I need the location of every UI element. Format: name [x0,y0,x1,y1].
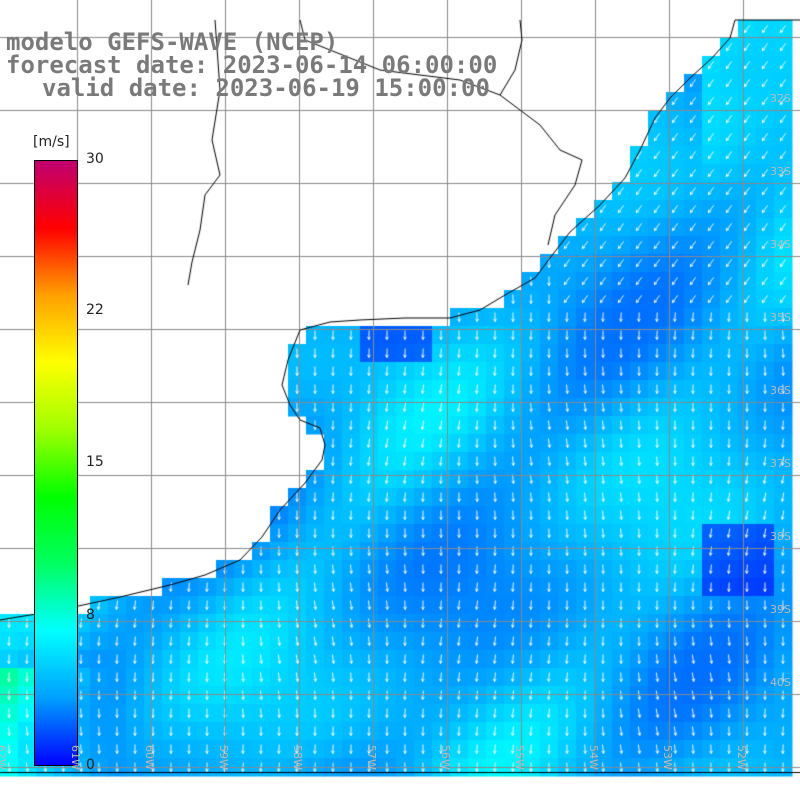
lon-label: 61W [69,745,82,770]
lon-label: 59W [217,745,230,770]
title-model: modelo GEFS-WAVE (NCEP) [6,28,339,56]
lat-label: 35S [770,311,791,324]
colorbar-tick-0: 0 [86,757,95,773]
lon-label: 57W [365,745,378,770]
lat-label: 33S [770,165,791,178]
colorbar-tick-8: 8 [86,607,95,623]
title-forecast-date: forecast date: 2023-06-14 06:00:00 [6,51,498,79]
lon-label: 55W [513,745,526,770]
lat-label: 39S [770,603,791,616]
lat-label: 38S [770,530,791,543]
lat-label: 32S [770,92,791,105]
colorbar [34,160,78,766]
lon-label: 52W [735,745,748,770]
lon-label: 60W [143,745,156,770]
lon-label: 53W [661,745,674,770]
lat-label: 36S [770,384,791,397]
colorbar-tick-15: 15 [86,454,104,470]
lat-label: 37S [770,457,791,470]
lon-label: 56W [439,745,452,770]
lat-label: 34S [770,238,791,251]
title-valid-date: valid date: 2023-06-19 15:00:00 [42,74,490,102]
colorbar-tick-30: 30 [86,151,104,167]
lat-label: 40S [770,676,791,689]
colorbar-units: [m/s] [33,134,70,150]
colorbar-tick-22: 22 [86,302,104,318]
lon-label: 58W [291,745,304,770]
lon-label: 54W [587,745,600,770]
lon-label: 62W [0,745,8,770]
